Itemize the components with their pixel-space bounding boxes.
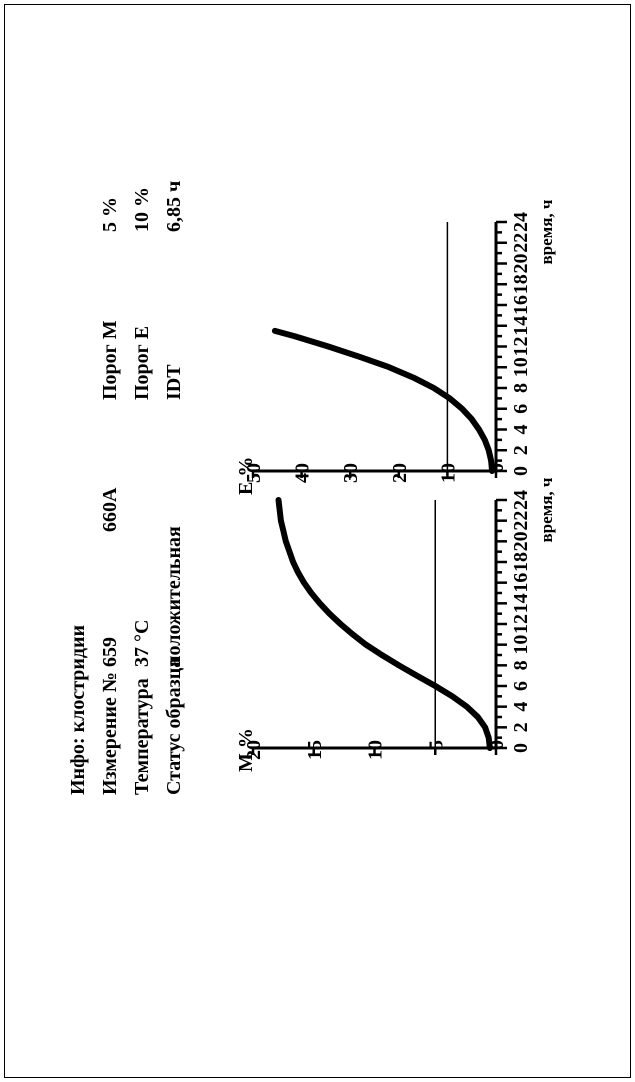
x-axis-label: время, ч bbox=[537, 477, 556, 542]
x-tick-label: 22 bbox=[510, 511, 532, 531]
x-tick-label: 18 bbox=[510, 274, 532, 294]
x-tick-label: 4 bbox=[510, 702, 532, 712]
x-tick-label: 0 bbox=[510, 743, 532, 753]
x-tick-label: 22 bbox=[510, 233, 532, 253]
page-frame bbox=[4, 4, 631, 1078]
y-tick-label: 0 bbox=[486, 740, 508, 750]
y-tick-label: 30 bbox=[340, 463, 362, 483]
x-tick-label: 2 bbox=[510, 445, 532, 455]
series-line-m bbox=[275, 497, 493, 751]
y-tick-label: 0 bbox=[486, 463, 508, 473]
info-value-status: положительная bbox=[163, 526, 185, 667]
y-tick-label: 50 bbox=[243, 463, 265, 483]
info-label-temperature: Температура bbox=[131, 678, 153, 795]
info-title: Инфо: клостридии bbox=[67, 625, 89, 795]
y-tick-label: 20 bbox=[243, 740, 265, 760]
info-value-temperature: 37 °C bbox=[131, 620, 153, 667]
x-tick-label: 8 bbox=[510, 660, 532, 670]
x-tick-label: 20 bbox=[510, 531, 532, 551]
x-axis-label: время, ч bbox=[537, 199, 556, 264]
series-line-e bbox=[271, 327, 496, 474]
sample-id: 660A bbox=[99, 487, 121, 532]
x-tick-label: 24 bbox=[510, 212, 532, 232]
y-axis-label: M % bbox=[235, 728, 257, 772]
idt-value: 6,85 ч bbox=[163, 181, 185, 232]
x-tick-label: 2 bbox=[510, 722, 532, 732]
info-label-measurement: Измерение № bbox=[99, 672, 121, 795]
x-tick-label: 18 bbox=[510, 552, 532, 572]
y-tick-label: 5 bbox=[425, 740, 447, 750]
x-tick-label: 14 bbox=[510, 316, 532, 336]
x-tick-label: 16 bbox=[510, 295, 532, 315]
threshold-m-label: Порог М bbox=[99, 320, 121, 400]
x-tick-label: 6 bbox=[510, 404, 532, 414]
x-tick-label: 8 bbox=[510, 383, 532, 393]
y-tick-label: 15 bbox=[304, 740, 326, 760]
info-label-status: Статус образца bbox=[163, 658, 185, 795]
y-axis-label: E % bbox=[235, 457, 257, 495]
x-tick-label: 12 bbox=[510, 614, 532, 634]
y-tick-label: 20 bbox=[389, 463, 411, 483]
y-tick-label: 10 bbox=[437, 463, 459, 483]
threshold-m-value: 5 % bbox=[99, 197, 121, 232]
idt-label: IDT bbox=[163, 364, 185, 400]
x-tick-label: 24 bbox=[510, 490, 532, 510]
x-tick-label: 4 bbox=[510, 425, 532, 435]
x-tick-label: 10 bbox=[510, 357, 532, 377]
x-tick-label: 20 bbox=[510, 254, 532, 274]
x-tick-label: 12 bbox=[510, 337, 532, 357]
x-tick-label: 16 bbox=[510, 573, 532, 593]
x-tick-label: 14 bbox=[510, 593, 532, 613]
threshold-e-label: Порог Е bbox=[131, 326, 153, 400]
y-tick-label: 40 bbox=[292, 463, 314, 483]
threshold-e-value: 10 % bbox=[131, 187, 153, 232]
x-tick-label: 6 bbox=[510, 681, 532, 691]
info-value-measurement: 659 bbox=[99, 637, 121, 667]
x-tick-label: 0 bbox=[510, 466, 532, 476]
x-tick-label: 10 bbox=[510, 635, 532, 655]
y-tick-label: 10 bbox=[365, 740, 387, 760]
